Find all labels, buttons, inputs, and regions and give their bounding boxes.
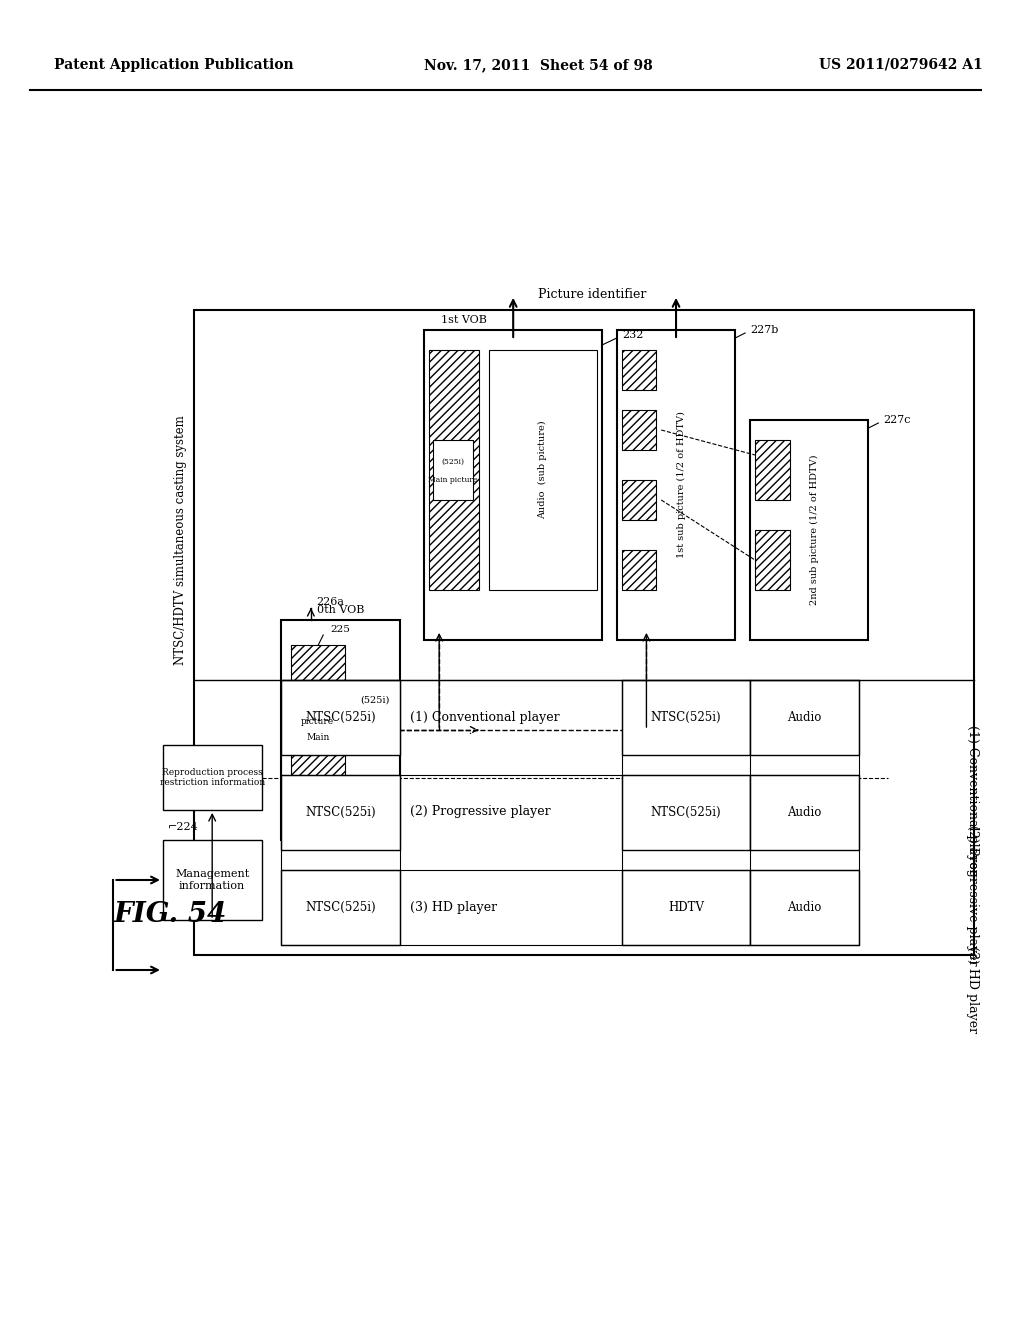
Text: US 2011/0279642 A1: US 2011/0279642 A1 (819, 58, 983, 73)
Bar (163, 840, 261, 920)
Text: (3) HD player: (3) HD player (966, 946, 979, 1034)
Text: Audio: Audio (787, 902, 821, 913)
Bar (755, 440, 790, 500)
Text: 227c: 227c (884, 414, 910, 425)
Bar (622, 870, 750, 945)
Bar (282, 870, 399, 945)
Text: NTSC(525i): NTSC(525i) (305, 711, 376, 723)
Bar (433, 440, 473, 500)
Bar (195, 310, 974, 954)
Bar (622, 550, 656, 590)
Text: Management
information: Management information (175, 869, 249, 891)
Text: picture: picture (301, 718, 335, 726)
Bar (750, 680, 858, 755)
Text: 1st sub picture (1/2 of HDTV): 1st sub picture (1/2 of HDTV) (677, 412, 685, 558)
Text: Patent Application Publication: Patent Application Publication (54, 58, 294, 73)
Text: NTSC(525i): NTSC(525i) (650, 807, 721, 818)
Text: Reproduction process
restriction information: Reproduction process restriction informa… (160, 768, 265, 787)
Text: Audio  (sub picture): Audio (sub picture) (539, 421, 548, 519)
Text: NTSC/HDTV simultaneous casting system: NTSC/HDTV simultaneous casting system (174, 414, 187, 665)
Text: (525i): (525i) (441, 458, 465, 466)
Text: NTSC(525i): NTSC(525i) (305, 902, 376, 913)
Bar (622, 350, 656, 389)
Bar (429, 350, 478, 590)
Bar (750, 775, 858, 850)
Bar (299, 705, 337, 755)
Bar (622, 411, 656, 450)
Bar (750, 420, 868, 640)
Bar (488, 350, 597, 590)
Text: (1) Conventional player: (1) Conventional player (966, 725, 979, 875)
Text: (1) Conventional player: (1) Conventional player (410, 710, 559, 723)
Text: FIG. 54: FIG. 54 (114, 902, 226, 928)
Text: 226a: 226a (315, 597, 344, 607)
Bar (282, 620, 399, 840)
Text: NTSC(525i): NTSC(525i) (305, 807, 376, 818)
Bar (424, 330, 602, 640)
Text: Main picture: Main picture (428, 477, 477, 484)
Text: HDTV: HDTV (668, 902, 703, 913)
Text: (525i): (525i) (360, 696, 390, 705)
Text: (2) Progressive player: (2) Progressive player (410, 805, 550, 818)
Bar (622, 775, 750, 850)
Text: 2nd sub picture (1/2 of HDTV): 2nd sub picture (1/2 of HDTV) (810, 455, 819, 606)
Text: Nov. 17, 2011  Sheet 54 of 98: Nov. 17, 2011 Sheet 54 of 98 (424, 58, 653, 73)
Text: 1st VOB: 1st VOB (441, 315, 486, 325)
Text: 232: 232 (622, 330, 643, 341)
Text: 225: 225 (330, 626, 350, 635)
Text: (2) Progressive player: (2) Progressive player (966, 825, 979, 965)
Bar (622, 680, 750, 755)
Text: Audio: Audio (787, 807, 821, 818)
Bar (291, 645, 345, 805)
Bar (750, 870, 858, 945)
Text: Picture identifier: Picture identifier (538, 289, 646, 301)
Text: 227b: 227b (750, 325, 778, 335)
Bar (616, 330, 735, 640)
Text: Main: Main (306, 734, 330, 742)
Text: ⌐224: ⌐224 (168, 822, 199, 832)
Bar (755, 531, 790, 590)
Bar (622, 480, 656, 520)
Bar (282, 680, 399, 755)
Text: Audio: Audio (787, 711, 821, 723)
Text: NTSC(525i): NTSC(525i) (650, 711, 721, 723)
Text: 0th VOB: 0th VOB (316, 605, 365, 615)
Bar (163, 744, 261, 810)
Text: (3) HD player: (3) HD player (410, 900, 497, 913)
Bar (282, 775, 399, 850)
